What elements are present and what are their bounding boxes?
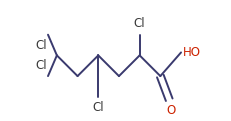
Text: Cl: Cl — [133, 17, 145, 30]
Text: Cl: Cl — [92, 101, 104, 114]
Text: HO: HO — [182, 46, 200, 59]
Text: Cl: Cl — [35, 59, 46, 72]
Text: Cl: Cl — [35, 39, 46, 52]
Text: O: O — [165, 104, 175, 117]
